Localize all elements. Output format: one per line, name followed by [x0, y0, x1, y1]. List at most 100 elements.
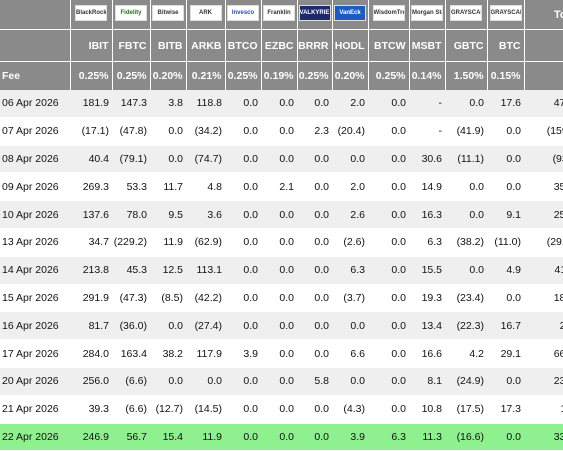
- flow-value: 0.0: [297, 311, 332, 341]
- flow-value: (22.3): [445, 311, 487, 341]
- flow-value: 213.8: [70, 256, 112, 285]
- table-row: 20 Apr 2026 256.0 (6.6) 0.0 0.0 0.0 0.0 5.8 0.0 0…: [0, 367, 563, 396]
- ticker-header: BTCO: [225, 29, 262, 62]
- flow-value: 0.0: [150, 117, 186, 146]
- flow-value: 0.0: [487, 423, 524, 451]
- row-total: 358.1: [524, 172, 563, 202]
- flow-value: (23.4): [445, 284, 487, 313]
- flow-value: 0.0: [487, 145, 524, 174]
- ticker-row: IBIT FBTC BITB ARKB BTCO EZBC BRRR HODL BTCW MSBT…: [0, 29, 563, 62]
- flow-value: (27.4): [186, 311, 225, 341]
- row-date: 10 Apr 2026: [0, 200, 70, 229]
- flow-value: 163.4: [112, 339, 150, 368]
- row-total: 335.8: [524, 423, 563, 451]
- flow-value: 0.0: [368, 256, 409, 285]
- flow-value: 0.0: [186, 367, 225, 396]
- ticker-header: BTC: [487, 29, 525, 62]
- flow-value: 17.3: [487, 395, 524, 424]
- flow-value: 17.6: [487, 90, 524, 118]
- flow-value: 0.0: [225, 284, 261, 313]
- flow-value: (79.1): [112, 145, 150, 174]
- flow-value: 16.3: [409, 200, 445, 229]
- ticker-corner-cell: [0, 29, 71, 62]
- flow-value: 15.4: [150, 423, 186, 451]
- table-row: 21 Apr 2026 39.3 (6.6) (12.7) (14.5) 0.0 0.0 0.…: [0, 395, 563, 424]
- flow-value: 0.0: [368, 172, 409, 202]
- flow-value: 16.6: [409, 339, 445, 368]
- flow-value: (3.7): [332, 284, 368, 313]
- fee-value: 0.19%: [261, 61, 298, 90]
- flow-value: 5.8: [297, 367, 332, 396]
- table-row: 16 Apr 2026 81.7 (36.0) 0.0 (27.4) 0.0 0.0 0.0 0…: [0, 311, 563, 341]
- table-row: 06 Apr 2026 181.9 147.3 3.8 118.8 0.0 0.0 0.0 2.…: [0, 90, 563, 118]
- fee-value: 0.25%: [112, 61, 151, 90]
- logo-cell: Fidelity: [112, 0, 151, 30]
- flow-value: 118.8: [186, 90, 225, 118]
- row-date: 07 Apr 2026: [0, 117, 70, 146]
- table-row: 17 Apr 2026 284.0 163.4 38.2 117.9 3.9 0.0 0.0 6…: [0, 339, 563, 368]
- flow-value: 0.0: [261, 423, 297, 451]
- flow-value: 34.7: [70, 228, 112, 257]
- logo-cell: Invesco: [225, 0, 262, 30]
- ticker-header: IBIT: [70, 29, 113, 62]
- row-date: 16 Apr 2026: [0, 311, 70, 341]
- flow-value: (47.8): [112, 117, 150, 146]
- flow-value: 4.8: [186, 172, 225, 202]
- row-date: 08 Apr 2026: [0, 145, 70, 174]
- flow-value: 0.0: [487, 284, 524, 313]
- flow-value: 3.6: [186, 200, 225, 229]
- logo-cell: VanEck: [332, 0, 369, 30]
- flow-value: 9.5: [150, 200, 186, 229]
- flow-value: 2.0: [332, 90, 368, 118]
- flow-value: (24.9): [445, 367, 487, 396]
- flow-value: 0.0: [261, 367, 297, 396]
- row-date: 17 Apr 2026: [0, 339, 70, 368]
- flow-value: 0.0: [332, 367, 368, 396]
- blackrock-logo: BlackRock: [75, 5, 107, 21]
- ticker-header: HODL: [332, 29, 369, 62]
- flow-value: 53.3: [112, 172, 150, 202]
- flow-value: 0.0: [225, 172, 261, 202]
- row-total: (291.0): [524, 228, 563, 257]
- flow-value: 0.0: [261, 284, 297, 313]
- flow-value: 45.3: [112, 256, 150, 285]
- flow-value: 11.9: [150, 228, 186, 257]
- flow-value: 181.9: [70, 90, 112, 118]
- flow-value: 0.0: [225, 367, 261, 396]
- flow-value: 3.9: [225, 339, 261, 368]
- ticker-header: EZBC: [261, 29, 298, 62]
- flow-value: 0.0: [297, 200, 332, 229]
- flow-value: (47.3): [112, 284, 150, 313]
- ark-logo: ARK: [189, 5, 222, 21]
- row-total: 471.4: [524, 90, 563, 118]
- flow-value: 117.9: [186, 339, 225, 368]
- row-date: 14 Apr 2026: [0, 256, 70, 285]
- flow-value: 11.7: [150, 172, 186, 202]
- flow-value: (11.1): [445, 145, 487, 174]
- flow-value: 0.0: [368, 117, 409, 146]
- grayscale-mini-logo: GRAYSCALE: [489, 5, 522, 21]
- flow-value: (229.2): [112, 228, 150, 257]
- wisdomtree-logo: WisdomTree: [372, 5, 405, 21]
- logo-cell: ARK: [186, 0, 226, 30]
- flow-value: 0.0: [445, 90, 487, 118]
- grayscale-logo: GRAYSCALE: [450, 5, 482, 21]
- fee-value: 0.15%: [487, 61, 525, 90]
- flow-value: 137.6: [70, 200, 112, 229]
- flow-value: 0.0: [297, 228, 332, 257]
- fee-value: 0.14%: [409, 61, 446, 90]
- invesco-logo: Invesco: [227, 5, 259, 21]
- flow-value: 0.0: [150, 311, 186, 341]
- flow-value: 0.0: [368, 200, 409, 229]
- flow-value: 0.0: [225, 423, 261, 451]
- row-total: 238.4: [524, 367, 563, 396]
- fee-value: 1.50%: [445, 61, 488, 90]
- flow-value: 0.0: [261, 145, 297, 174]
- ticker-header: FBTC: [112, 29, 151, 62]
- flow-value: -: [409, 117, 445, 146]
- corner-cell: [0, 0, 71, 30]
- flow-value: 29.1: [487, 339, 524, 368]
- flow-value: 0.0: [297, 256, 332, 285]
- flow-value: (12.7): [150, 395, 186, 424]
